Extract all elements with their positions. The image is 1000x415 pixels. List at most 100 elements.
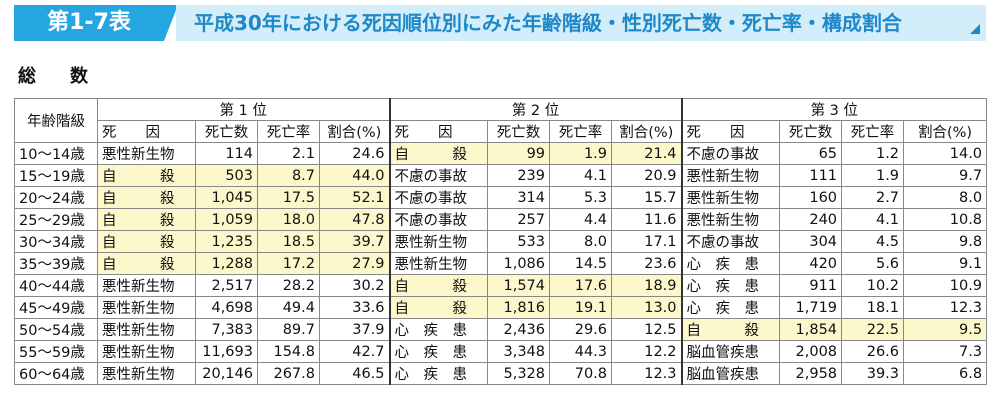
rank-2-rate-cell: 4.4: [549, 208, 613, 231]
rank-3-rate-cell: 4.1: [841, 208, 905, 231]
age-group-header: 年齢階級: [14, 98, 98, 143]
rank-2-percent-cell: 23.6: [611, 252, 683, 275]
rank-2-deaths-cell: 3,348: [487, 340, 551, 363]
age-group-cell: 10～14歳: [14, 142, 98, 165]
rank-3-rate-cell: 39.3: [841, 362, 905, 385]
rank-1-rate-cell: 49.4: [257, 296, 320, 319]
age-group-cell: 30～34歳: [14, 230, 98, 253]
rank-1-deaths-cell: 20,146: [195, 362, 258, 385]
rank-3-rate-cell: 22.5: [841, 318, 905, 341]
rank-1-cause-cell: 悪性新生物: [97, 340, 196, 363]
rank-3-percent-cell: 9.1: [903, 252, 988, 275]
corner-mark-icon: [970, 24, 980, 34]
rank-1-rate-cell: 2.1: [257, 142, 320, 165]
rank-2-rate-header: 死亡率: [549, 120, 613, 143]
rank-1-rate-cell: 28.2: [257, 274, 320, 297]
table-row: 30～34歳自 殺 1,235 18.5 39.7 悪性新生物 533 8.0 17.1 不慮の…: [14, 230, 988, 253]
rank-1-percent-cell: 47.8: [318, 208, 391, 231]
rank-1-deaths-cell: 1,235: [195, 230, 258, 253]
rank-2-rate-cell: 17.6: [549, 274, 613, 297]
rank-2-rate-cell: 29.6: [549, 318, 613, 341]
rank-3-deaths-cell: 1,719: [779, 296, 843, 319]
rank-3-cause-cell: 心 疾 患: [680, 252, 781, 275]
rank-1-percent-cell: 39.7: [318, 230, 391, 253]
rank-3-deaths-cell: 65: [779, 142, 843, 165]
rank-3-percent-cell: 6.8: [903, 362, 988, 385]
rank-3-cause-cell: 脳血管疾患: [680, 362, 781, 385]
table-number-tag: 第1-7表: [14, 5, 164, 41]
rank-3-deaths-cell: 2,958: [779, 362, 843, 385]
age-group-cell: 60～64歳: [14, 362, 98, 385]
rank-3-cause-cell: 不慮の事故: [680, 142, 781, 165]
rank-3-rate-cell: 2.7: [841, 186, 905, 209]
rank-2-percent-cell: 12.2: [611, 340, 683, 363]
rank-2-rate-cell: 70.8: [549, 362, 613, 385]
rank-1-rate-cell: 267.8: [257, 362, 320, 385]
rank-3-rate-cell: 1.9: [841, 164, 905, 187]
rank-1-deaths-cell: 503: [195, 164, 258, 187]
rank-2-percent-cell: 21.4: [611, 142, 683, 165]
age-group-cell: 25～29歳: [14, 208, 98, 231]
rank-3-percent-cell: 9.7: [903, 164, 988, 187]
rank-2-cause-cell: 心 疾 患: [388, 340, 489, 363]
rank-1-rate-cell: 17.2: [257, 252, 320, 275]
rank-3-cause-cell: 心 疾 患: [680, 296, 781, 319]
mortality-table: 年齢階級 第 1 位 第 2 位 第 3 位 死 因死亡数 死亡率 割合(%) 死 因…: [14, 98, 988, 385]
rank-1-percent-cell: 46.5: [318, 362, 391, 385]
rank-2-cause-cell: 悪性新生物: [388, 230, 489, 253]
rank-1-percent-cell: 27.9: [318, 252, 391, 275]
rank-2-cause-cell: 自 殺: [388, 296, 489, 319]
rank-1-rate-cell: 8.7: [257, 164, 320, 187]
table-row: 10～14歳 悪性新生物 114 2.1 24.6 自 殺 99 1.9 21.4 不慮の事故 65…: [14, 142, 988, 165]
rank-1-cause-cell: 自 殺: [97, 252, 196, 275]
rank-1-rate-header: 死亡率: [257, 120, 320, 143]
rank-3-deaths-cell: 160: [779, 186, 843, 209]
rank-2-percent-cell: 18.9: [611, 274, 683, 297]
age-group-cell: 50～54歳: [14, 318, 98, 341]
rank-2-deaths-cell: 1,816: [487, 296, 551, 319]
rank-1-percent-cell: 44.0: [318, 164, 391, 187]
age-group-cell: 40～44歳: [14, 274, 98, 297]
table-row: 35～39歳自 殺 1,288 17.2 27.9 悪性新生物 1,086 14.5 23.6…: [14, 252, 988, 275]
rank-1-rate-cell: 89.7: [257, 318, 320, 341]
rank-3-cause-cell: 心 疾 患: [680, 274, 781, 297]
tag-tip-shape: [164, 5, 178, 41]
rank-1-cause-cell: 悪性新生物: [97, 296, 196, 319]
rank-1-deaths-cell: 114: [195, 142, 258, 165]
section-title: 総 数: [18, 66, 96, 87]
rank-3-percent-cell: 7.3: [903, 340, 988, 363]
rank-2-cause-cell: 悪性新生物: [388, 252, 489, 275]
rank-2-header: 第 2 位: [388, 98, 683, 121]
rank-2-percent-header: 割合(%): [611, 120, 683, 143]
rank-2-cause-cell: 不慮の事故: [388, 208, 489, 231]
rank-1-deaths-header: 死亡数: [195, 120, 258, 143]
rank-1-cause-header: 死 因: [97, 120, 196, 143]
rank-2-percent-cell: 12.3: [611, 362, 683, 385]
rank-3-cause-cell: 自 殺: [680, 318, 781, 341]
rank-3-rate-cell: 4.5: [841, 230, 905, 253]
rank-2-deaths-header: 死亡数: [487, 120, 551, 143]
rank-1-percent-cell: 30.2: [318, 274, 391, 297]
rank-1-cause-cell: 自 殺: [97, 164, 196, 187]
subheader-row: 死 因死亡数 死亡率 割合(%) 死 因死亡数 死亡率 割合(%) 死 因死亡数 死亡率 割合(…: [15, 120, 988, 143]
rank-1-deaths-cell: 7,383: [195, 318, 258, 341]
rank-1-rate-cell: 18.0: [257, 208, 320, 231]
age-group-cell: 20～24歳: [14, 186, 98, 209]
rank-2-rate-cell: 8.0: [549, 230, 613, 253]
rank-1-percent-cell: 37.9: [318, 318, 391, 341]
rank-2-deaths-cell: 2,436: [487, 318, 551, 341]
rank-3-percent-cell: 12.3: [903, 296, 988, 319]
rank-1-cause-cell: 悪性新生物: [97, 318, 196, 341]
rank-3-deaths-header: 死亡数: [779, 120, 843, 143]
rank-3-header: 第 3 位: [680, 98, 988, 121]
rank-2-deaths-cell: 257: [487, 208, 551, 231]
rank-1-rate-cell: 154.8: [257, 340, 320, 363]
rank-1-deaths-cell: 11,693: [195, 340, 258, 363]
age-group-cell: 35～39歳: [14, 252, 98, 275]
rank-1-percent-cell: 52.1: [318, 186, 391, 209]
rank-3-rate-header: 死亡率: [841, 120, 905, 143]
rank-2-percent-cell: 12.5: [611, 318, 683, 341]
rank-1-deaths-cell: 4,698: [195, 296, 258, 319]
page-title: 平成30年における死因順位別にみた年齢階級・性別死亡数・死亡率・構成割合: [194, 11, 902, 35]
rank-1-cause-cell: 自 殺: [97, 186, 196, 209]
